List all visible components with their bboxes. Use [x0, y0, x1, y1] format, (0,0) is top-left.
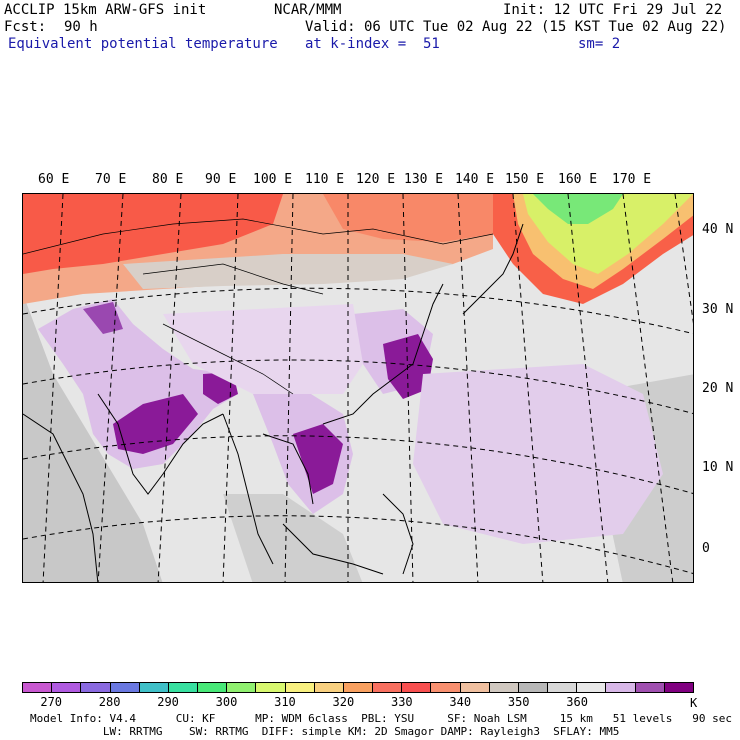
lat-label: 10 N	[702, 460, 734, 475]
lat-label: 40 N	[702, 222, 734, 237]
lon-label: 80 E	[152, 172, 184, 187]
model-info-line1: Model Info: V4.4 CU: KF MP: WDM 6class P…	[30, 712, 732, 725]
colorbar-swatch	[81, 683, 111, 692]
colorbar-unit: K	[690, 696, 698, 710]
colorbar-swatch	[373, 683, 403, 692]
colorbar-tick-label: 350	[507, 695, 530, 709]
colorbar-swatch	[635, 683, 665, 692]
colorbar-swatch	[314, 683, 344, 692]
lat-label: 20 N	[702, 381, 734, 396]
graticule	[23, 194, 693, 582]
colorbar-swatch	[431, 683, 461, 692]
ne-green-band	[533, 194, 623, 224]
model-info-line2: LW: RRTMG SW: RRTMG DIFF: simple KM: 2D …	[30, 725, 620, 738]
colorbar-tick-label: 290	[157, 695, 179, 709]
colorbar-swatch	[548, 683, 578, 692]
colorbar-swatch	[285, 683, 315, 692]
colorbar-swatch	[402, 683, 432, 692]
tibet-light-purple	[163, 304, 363, 394]
colorbar-swatch	[606, 683, 636, 692]
smoothing-label: sm= 2	[578, 36, 621, 52]
pakistan-purple	[83, 302, 123, 334]
colorbar-swatch	[52, 683, 82, 692]
colorbar-swatch	[577, 683, 607, 692]
lat-label: 0	[702, 541, 710, 556]
colorbar-swatch	[23, 683, 53, 692]
colorbar-swatch	[489, 683, 519, 692]
northern-band-red-west	[23, 194, 283, 274]
lon-label: 160 E	[558, 172, 598, 187]
gray-region-west	[23, 294, 163, 582]
valid-time: Valid: 06 UTC Tue 02 Aug 22 (15 KST Tue …	[305, 19, 727, 35]
lon-label: 60 E	[38, 172, 70, 187]
colorbar-swatch	[110, 683, 140, 692]
model-title: ACCLIP 15km ARW-GFS init	[4, 2, 207, 18]
lat-label: 30 N	[702, 302, 734, 317]
west-pacific-light-purple	[413, 364, 663, 544]
colorbar-tick-label: 310	[274, 695, 296, 709]
field-name: Equivalent potential temperature	[8, 36, 278, 52]
colorbar-tick-label: 360	[566, 695, 588, 709]
lon-label: 70 E	[95, 172, 127, 187]
colorbar-tick-label: 300	[215, 695, 238, 709]
lon-label: 150 E	[505, 172, 545, 187]
south-china-sea-dark-purple	[293, 424, 343, 494]
lon-label: 130 E	[404, 172, 444, 187]
lon-label: 120 E	[356, 172, 396, 187]
colorbar-tick-label: 320	[332, 695, 355, 709]
colorbar	[22, 682, 694, 693]
colorbar-swatch	[460, 683, 490, 692]
theta-e-map	[23, 194, 693, 582]
colorbar-tick-label: 270	[40, 695, 63, 709]
colorbar-swatch	[664, 683, 693, 692]
lon-label: 90 E	[205, 172, 237, 187]
colorbar-tick-label: 340	[449, 695, 472, 709]
lon-label: 110 E	[305, 172, 345, 187]
level-index: at k-index = 51	[305, 36, 440, 52]
lon-label: 100 E	[253, 172, 293, 187]
colorbar-swatch	[256, 683, 286, 692]
colorbar-swatch	[168, 683, 199, 692]
country-borders	[23, 218, 494, 395]
south-asia-light-purple	[38, 299, 238, 469]
map-panel	[22, 193, 694, 583]
lon-label: 170 E	[612, 172, 652, 187]
forecast-hours: 90 h	[64, 19, 98, 35]
colorbar-tick-label: 280	[98, 695, 121, 709]
lon-label: 140 E	[455, 172, 495, 187]
colorbar-swatch	[518, 683, 549, 692]
colorbar-swatch	[139, 683, 169, 692]
colorbar-swatch	[343, 683, 374, 692]
forecast-label: Fcst:	[4, 19, 47, 35]
colorbar-swatch	[227, 683, 257, 692]
east-china-sea-dark-purple	[383, 334, 433, 399]
coastlines	[23, 223, 524, 582]
bay-of-bengal-dark-purple	[113, 394, 198, 454]
northern-gray-band	[123, 254, 453, 289]
init-time: Init: 12 UTC Fri 29 Jul 22	[503, 2, 723, 18]
colorbar-swatch	[198, 683, 228, 692]
colorbar-tick-label: 330	[390, 695, 413, 709]
organization-label: NCAR/MMM	[274, 2, 342, 18]
